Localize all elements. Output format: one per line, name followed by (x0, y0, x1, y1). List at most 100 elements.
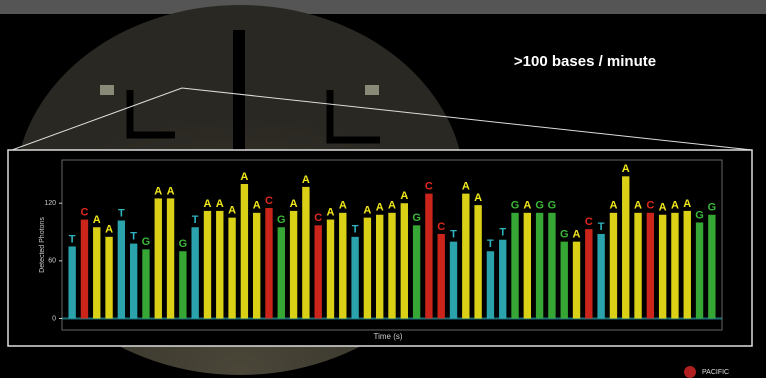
base-call: C (80, 206, 88, 218)
base-call: G (511, 200, 520, 212)
base-call: G (708, 202, 717, 214)
pulse (536, 213, 543, 319)
base-call: A (290, 198, 298, 210)
pulse (241, 184, 248, 318)
base-call: A (523, 200, 531, 212)
base-call: G (142, 236, 151, 248)
base-call: A (400, 190, 408, 202)
marker (100, 85, 114, 95)
pulse (302, 187, 309, 319)
base-call: T (69, 233, 76, 245)
array-gap (233, 30, 245, 150)
pulse (708, 215, 715, 319)
pulse (388, 213, 395, 319)
pulse (314, 225, 321, 318)
base-call: A (573, 229, 581, 241)
base-call: A (388, 200, 396, 212)
pulse (204, 211, 211, 319)
pulse (81, 220, 88, 319)
base-call: A (671, 200, 679, 212)
base-call: G (560, 229, 569, 241)
pulse (142, 249, 149, 318)
base-call: T (130, 230, 137, 242)
pulse (487, 251, 494, 318)
base-call: A (339, 200, 347, 212)
base-call: A (327, 206, 335, 218)
pulse (155, 198, 162, 318)
base-call: A (93, 214, 101, 226)
base-call: A (228, 205, 236, 217)
base-call: T (487, 238, 494, 250)
pulse (548, 213, 555, 319)
pulse (647, 213, 654, 319)
pulse (339, 213, 346, 319)
pulse (524, 213, 531, 319)
pulse (561, 242, 568, 319)
base-call: T (192, 214, 199, 226)
pulse (364, 218, 371, 319)
base-call: A (622, 163, 630, 175)
base-call: A (203, 198, 211, 210)
base-call: A (105, 224, 113, 236)
base-call: A (683, 198, 691, 210)
pulse (573, 242, 580, 319)
pulse (684, 211, 691, 319)
pulse (511, 213, 518, 319)
y-tick-label: 60 (48, 258, 56, 265)
pulse (585, 229, 592, 318)
base-call: A (154, 185, 162, 197)
pulse (191, 227, 198, 318)
pulse (597, 234, 604, 319)
base-call: A (376, 202, 384, 214)
y-tick-label: 0 (52, 315, 56, 322)
pulse (610, 213, 617, 319)
pulse (450, 242, 457, 319)
base-call: T (499, 227, 506, 239)
base-call: A (240, 171, 248, 183)
base-call: C (265, 195, 273, 207)
marker (365, 85, 379, 95)
pulse (105, 237, 112, 319)
y-tick-label: 120 (44, 200, 56, 207)
pulse (228, 218, 235, 319)
pulse (130, 244, 137, 319)
pulse (290, 211, 297, 319)
base-call: A (167, 185, 175, 197)
slide: >100 bases / minute Detected Photons Tim… (0, 0, 766, 378)
pulse (327, 220, 334, 319)
pulse (93, 227, 100, 318)
pulse (351, 237, 358, 319)
base-call: C (425, 181, 433, 193)
pulse (462, 194, 469, 319)
pulse (425, 194, 432, 319)
pulse (118, 221, 125, 319)
pulse (499, 240, 506, 319)
base-call: G (412, 212, 421, 224)
base-call: G (695, 209, 704, 221)
base-call: T (598, 221, 605, 233)
pulse (474, 205, 481, 318)
pulse (265, 208, 272, 318)
base-call: G (535, 200, 544, 212)
base-call: C (437, 221, 445, 233)
base-call: A (609, 200, 617, 212)
pulse (376, 215, 383, 319)
pulse (253, 213, 260, 319)
base-call: C (314, 212, 322, 224)
pulse (659, 215, 666, 319)
base-call: C (585, 216, 593, 228)
base-call: T (450, 229, 457, 241)
base-call: A (634, 200, 642, 212)
pulse (68, 246, 75, 318)
base-call: A (462, 181, 470, 193)
headline: >100 bases / minute (514, 53, 656, 70)
pulse (438, 234, 445, 319)
base-call: T (118, 207, 125, 219)
pulse (179, 251, 186, 318)
base-call: A (474, 192, 482, 204)
pulse (634, 213, 641, 319)
pulse (167, 198, 174, 318)
base-call: C (646, 200, 654, 212)
x-axis-label: Time (s) (373, 332, 402, 341)
pulse (671, 213, 678, 319)
